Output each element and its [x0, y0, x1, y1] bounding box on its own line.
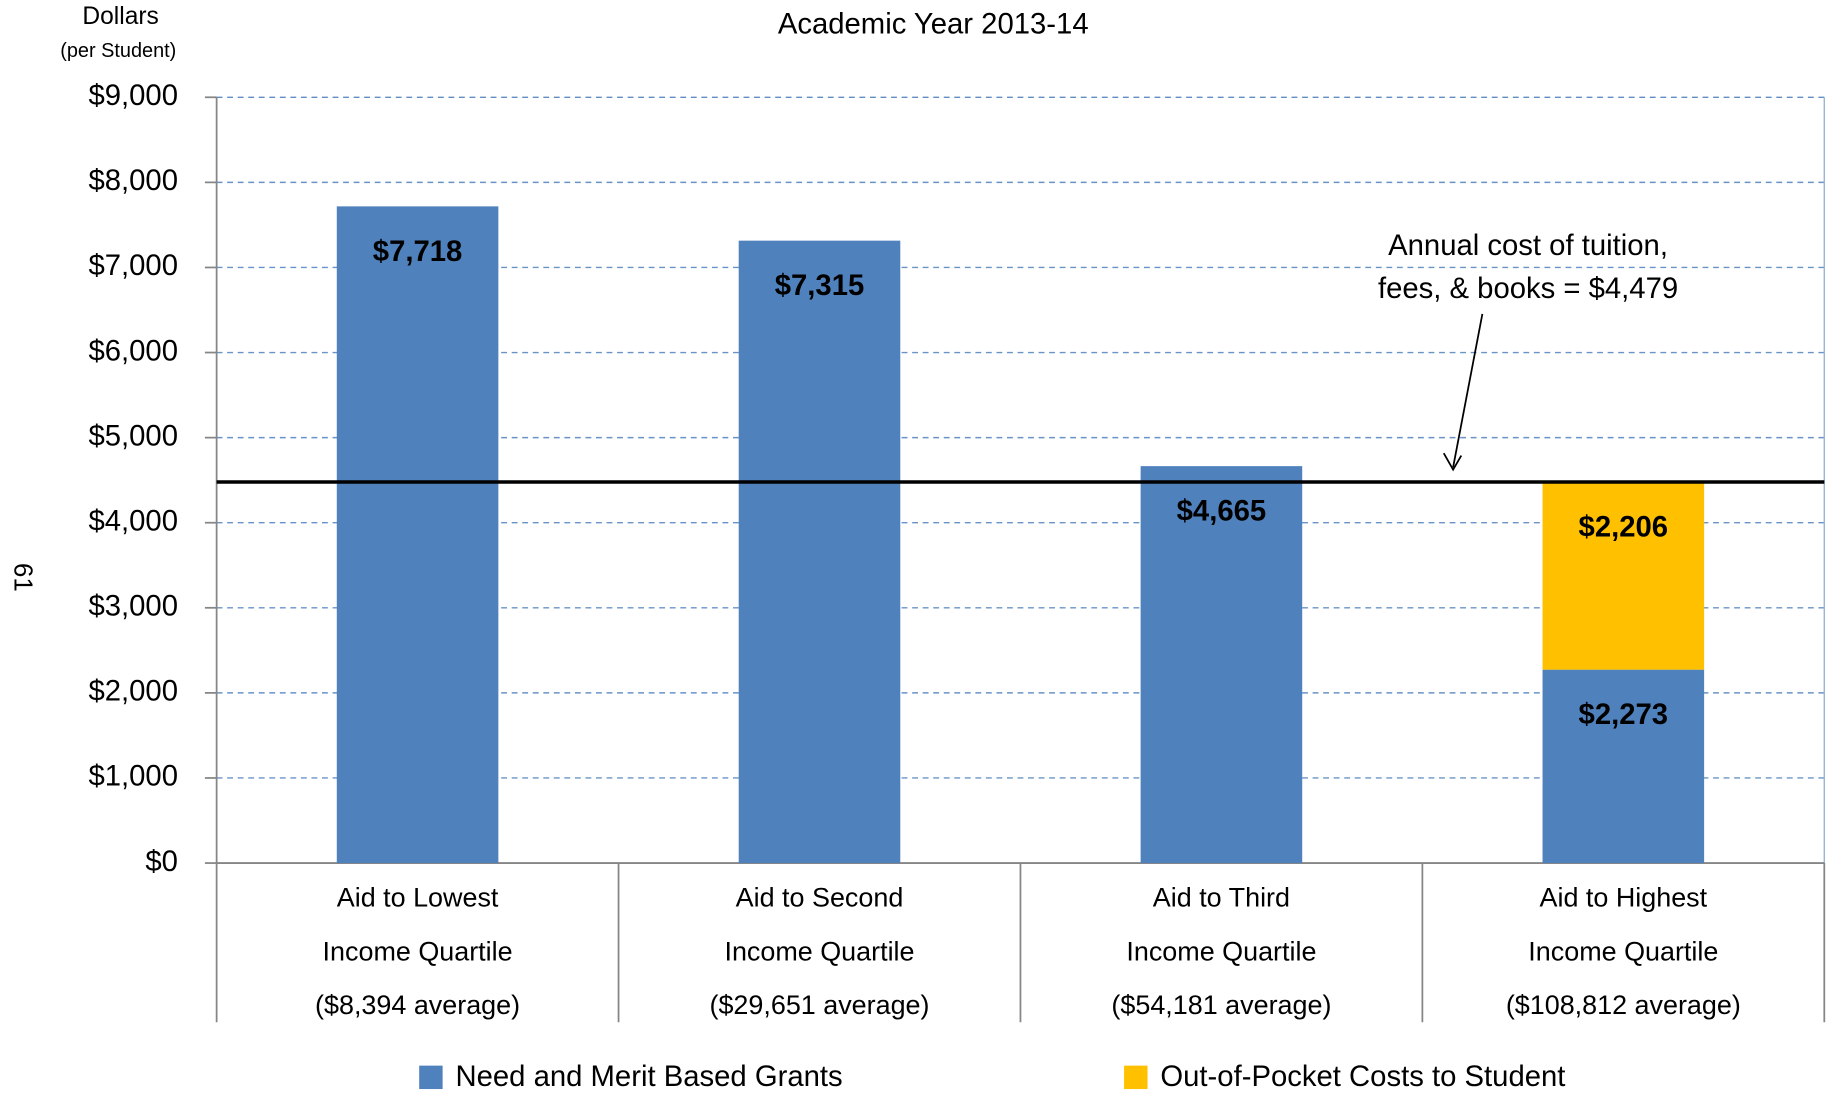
bar — [738, 240, 901, 864]
x-tick-label: Income Quartile — [724, 936, 914, 966]
y-tick-label: $9,000 — [88, 80, 178, 112]
page-number: 61 — [8, 563, 36, 592]
bar — [1542, 669, 1705, 864]
y-tick-label: $3,000 — [88, 591, 178, 623]
data-label: $7,718 — [373, 236, 463, 268]
x-tick-label: Income Quartile — [323, 936, 513, 966]
legend-label: Need and Merit Based Grants — [455, 1061, 842, 1093]
chart-title: Academic Year 2013-14 — [778, 9, 1089, 41]
data-label: $2,273 — [1579, 699, 1669, 731]
annotation: fees, & books = $4,479 — [1378, 273, 1678, 305]
y-tick-label: $5,000 — [88, 420, 178, 452]
y-tick-label: $7,000 — [88, 250, 178, 282]
x-tick-label: Aid to Third — [1153, 882, 1290, 912]
data-label: $2,206 — [1579, 512, 1669, 544]
x-tick-label: Income Quartile — [1126, 936, 1316, 966]
annotation-arrow — [1452, 313, 1484, 468]
y-axis-label: (per Student) — [60, 40, 176, 62]
annotation: Annual cost of tuition, — [1388, 230, 1668, 262]
legend-label: Out-of-Pocket Costs to Student — [1160, 1061, 1565, 1093]
y-tick-label: $0 — [145, 846, 178, 878]
x-tick-label: Aid to Highest — [1540, 882, 1708, 912]
y-tick-label: $1,000 — [88, 761, 178, 793]
data-label: $4,665 — [1177, 496, 1267, 528]
x-tick-label: ($54,181 average) — [1111, 990, 1331, 1020]
y-tick-label: $2,000 — [88, 676, 178, 708]
bar — [1542, 481, 1705, 670]
x-tick-label: ($108,812 average) — [1506, 990, 1741, 1020]
annotation-arrowhead — [1442, 452, 1463, 472]
legend-swatch — [419, 1065, 443, 1090]
x-tick-label: Income Quartile — [1528, 936, 1718, 966]
bar — [336, 206, 499, 864]
data-label: $7,315 — [775, 270, 865, 302]
y-tick-label: $8,000 — [88, 165, 178, 197]
x-tick-label: ($8,394 average) — [315, 990, 520, 1020]
y-axis-label: Dollars — [82, 3, 158, 30]
x-tick-label: Aid to Lowest — [337, 882, 499, 912]
x-tick-label: Aid to Second — [736, 882, 904, 912]
legend-swatch — [1124, 1065, 1148, 1090]
bar — [1140, 466, 1303, 864]
x-tick-label: ($29,651 average) — [709, 990, 929, 1020]
y-tick-label: $4,000 — [88, 505, 178, 537]
y-tick-label: $6,000 — [88, 335, 178, 367]
